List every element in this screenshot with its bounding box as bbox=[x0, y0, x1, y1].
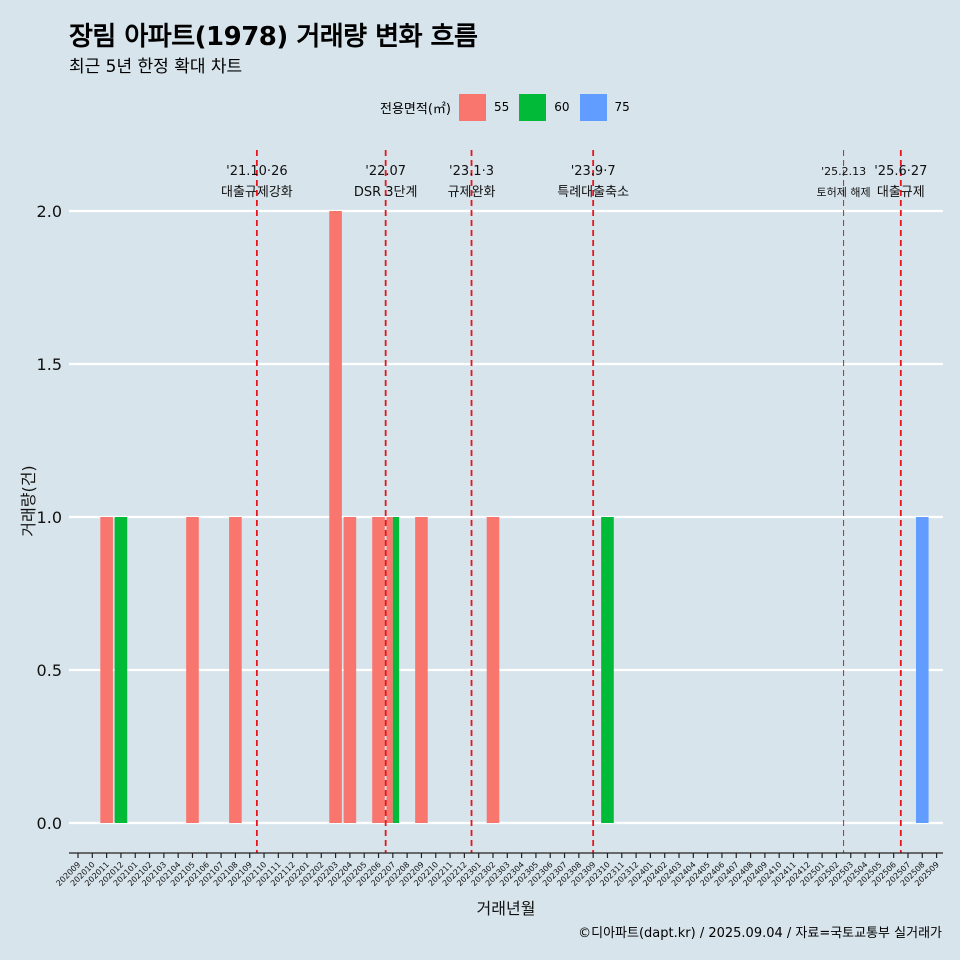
legend-item-60: 60 bbox=[519, 93, 573, 121]
event-date-label: '21.10·26 bbox=[226, 164, 287, 179]
event-name-label: 규제완화 bbox=[448, 185, 496, 200]
event-date-label: '22.07 bbox=[365, 164, 406, 179]
bar-202207-60 bbox=[392, 517, 400, 823]
bar-202310-60 bbox=[601, 517, 614, 823]
legend-label-60: 60 bbox=[554, 100, 570, 114]
bar-202105-55 bbox=[186, 517, 199, 823]
legend-label-75: 75 bbox=[614, 100, 630, 114]
y-tick-label: 0.0 bbox=[37, 814, 62, 833]
legend-swatch-55 bbox=[458, 93, 486, 121]
event-date-label: '23.1·3 bbox=[449, 164, 494, 179]
event-name-label: 대출규제 bbox=[877, 185, 925, 200]
x-axis-title: 거래년월 bbox=[477, 899, 536, 918]
bar-202012-60 bbox=[114, 517, 128, 823]
legend-title: 전용면적(㎡) bbox=[380, 101, 451, 117]
y-tick-label: 2.0 bbox=[37, 202, 62, 221]
event-date-label: '25.2.13 bbox=[821, 165, 866, 178]
y-tick-label: 0.5 bbox=[37, 661, 62, 680]
source-caption: ©디아파트(dapt.kr) / 2025.09.04 / 자료=국토교통부 실… bbox=[578, 926, 942, 941]
legend-item-75: 75 bbox=[579, 93, 634, 121]
bar-202508-75 bbox=[915, 517, 929, 823]
legend: 전용면적(㎡) 55 60 75 bbox=[380, 93, 640, 121]
event-date-label: '25.6·27 bbox=[874, 164, 927, 179]
chart-subtitle: 최근 5년 한정 확대 차트 bbox=[69, 57, 243, 77]
event-name-label: 대출규제강화 bbox=[221, 185, 293, 200]
event-name-label: DSR 3단계 bbox=[354, 185, 418, 200]
bar-202204-55 bbox=[343, 517, 357, 823]
y-tick-label: 1.5 bbox=[37, 355, 62, 374]
bar-202203-55 bbox=[329, 211, 342, 823]
legend-swatch-75 bbox=[579, 93, 607, 121]
y-axis-title: 거래량(건) bbox=[19, 465, 38, 536]
event-name-label: 토허제 해제 bbox=[817, 185, 871, 199]
bar-202011-55 bbox=[100, 517, 113, 823]
legend-label-55: 55 bbox=[493, 100, 510, 114]
chart-title: 장림 아파트(1978) 거래량 변화 흐름 bbox=[69, 22, 478, 52]
legend-item-55: 55 bbox=[458, 93, 513, 121]
bar-202209-55 bbox=[415, 517, 428, 823]
bar-202302-55 bbox=[486, 517, 500, 823]
bar-202108-55 bbox=[229, 517, 242, 823]
event-name-label: 특례대출축소 bbox=[557, 185, 629, 200]
bar-202206-55 bbox=[372, 517, 385, 823]
legend-swatch-60 bbox=[519, 93, 547, 121]
bar-202207-55 bbox=[386, 517, 393, 823]
y-tick-label: 1.0 bbox=[37, 508, 62, 527]
event-date-label: '23.9·7 bbox=[571, 164, 616, 179]
